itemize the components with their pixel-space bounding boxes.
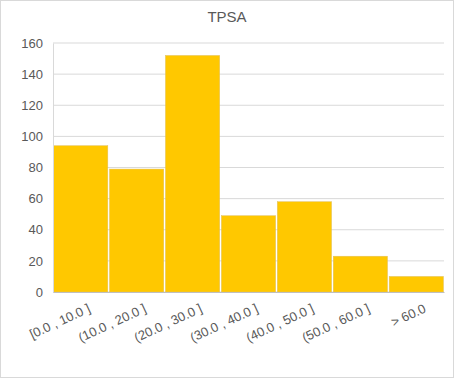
y-axis: 0 20 40 60 80 100 120 140 160 (21, 36, 53, 300)
chart-background (1, 1, 454, 378)
bar (333, 256, 387, 292)
bar (165, 55, 219, 292)
y-tick-label: 60 (29, 191, 43, 206)
y-tick-label: 160 (21, 36, 43, 51)
grid (53, 43, 444, 292)
y-tick: 100 (21, 129, 53, 144)
x-tick-label: > 60.0 (389, 301, 428, 330)
y-tick-label: 140 (21, 67, 43, 82)
grid-line (53, 167, 444, 168)
y-tick-label: 40 (29, 222, 43, 237)
y-tick: 20 (29, 254, 53, 269)
y-tick-label: 120 (21, 98, 43, 113)
bar (221, 216, 275, 292)
bars (54, 55, 444, 292)
y-tick-label: 80 (29, 160, 43, 175)
chart-title: TPSA (207, 8, 246, 25)
plot-area: 0 20 40 60 80 100 120 140 160 [0.0 , 10.0 ](10.0 … (21, 36, 444, 345)
y-tick: 80 (29, 160, 53, 175)
grid-line (53, 136, 444, 137)
chart-svg: 0 20 40 60 80 100 120 140 160 [0.0 , 10.0 ](10.0 … (0, 0, 454, 378)
x-axis-line (54, 292, 445, 293)
bar (277, 202, 331, 292)
bar (389, 276, 443, 292)
bar (54, 146, 108, 292)
grid-line (53, 74, 444, 75)
x-tick: > 60.0 (389, 301, 428, 330)
bar (109, 169, 163, 292)
y-tick: 160 (21, 36, 53, 51)
y-tick: 120 (21, 98, 53, 113)
y-axis-line (53, 44, 54, 293)
x-tick: (50.0 , 60.0 ] (300, 301, 372, 345)
y-tick-label: 100 (21, 129, 43, 144)
y-tick: 60 (29, 191, 53, 206)
y-tick: 40 (29, 222, 53, 237)
x-tick-label: (50.0 , 60.0 ] (300, 301, 372, 345)
y-tick: 0 (36, 285, 53, 300)
x-axis: [0.0 , 10.0 ](10.0 , 20.0 ](20.0 , 30.0 … (27, 293, 444, 346)
grid-line (53, 105, 444, 106)
y-tick: 140 (21, 67, 53, 82)
y-tick-label: 20 (29, 254, 43, 269)
grid-line (53, 43, 444, 44)
y-tick-label: 0 (36, 285, 43, 300)
